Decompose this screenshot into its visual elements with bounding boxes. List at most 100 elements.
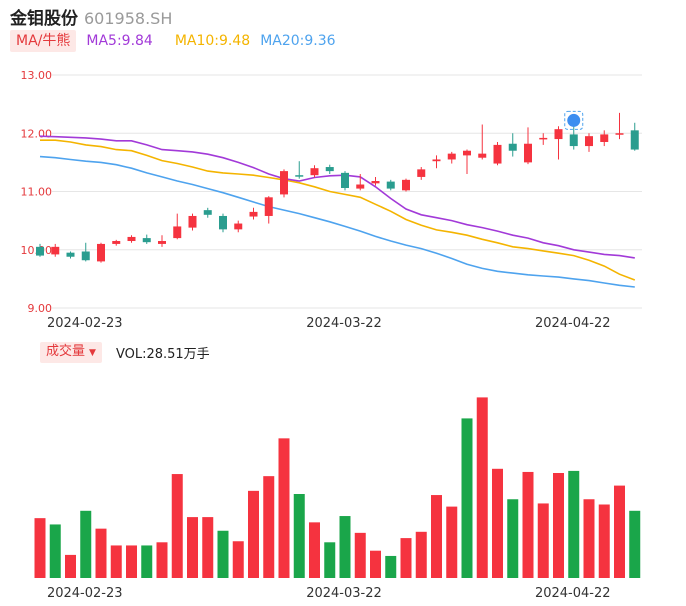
volume-bar xyxy=(446,506,458,578)
volume-bar xyxy=(629,510,641,578)
candle-body xyxy=(630,130,639,150)
candle xyxy=(478,124,487,160)
y-tick-label: 13.00 xyxy=(21,69,53,82)
volume-bar xyxy=(598,504,610,578)
marker-icon xyxy=(567,113,581,127)
volume-bar xyxy=(95,528,107,578)
candle xyxy=(112,239,121,246)
volume-bar xyxy=(156,542,168,578)
candle xyxy=(615,112,624,140)
volume-bar xyxy=(49,524,61,578)
candle-body xyxy=(325,167,334,172)
candles xyxy=(36,112,639,263)
caret-down-icon: ▼ xyxy=(89,347,96,358)
volume-selector[interactable]: 成交量 ▼ xyxy=(40,341,102,363)
candle-body xyxy=(264,197,273,216)
volume-bar xyxy=(293,494,305,578)
candle xyxy=(417,167,426,180)
volume-bar xyxy=(400,538,412,578)
candle-body xyxy=(249,211,258,217)
candle-body xyxy=(508,143,517,151)
volume-bar xyxy=(461,418,473,578)
y-tick-label: 12.00 xyxy=(21,127,53,140)
volume-bar xyxy=(141,545,153,578)
candle xyxy=(158,235,166,247)
volume-bars xyxy=(34,397,641,578)
volume-bar xyxy=(171,474,183,578)
candle-body xyxy=(432,159,441,162)
candle-body xyxy=(371,181,380,184)
candle xyxy=(219,213,227,233)
volume-bar xyxy=(278,438,290,578)
candle-body xyxy=(417,169,426,177)
candle xyxy=(524,127,532,165)
volume-bar xyxy=(217,530,229,578)
candle xyxy=(432,155,441,169)
candle xyxy=(325,164,334,175)
candle-body xyxy=(524,143,532,163)
candle xyxy=(447,151,456,164)
candle-body xyxy=(158,241,166,244)
candle xyxy=(539,133,548,145)
x-tick-label: 2024-04-22 xyxy=(535,316,611,331)
candle xyxy=(295,161,304,179)
candle xyxy=(127,235,136,243)
candle-body xyxy=(554,129,563,140)
candle xyxy=(81,242,90,262)
volume-bar xyxy=(354,532,366,578)
candle-body xyxy=(142,238,151,243)
volume-bar xyxy=(339,516,351,578)
candle-body xyxy=(585,136,593,147)
ma5-line xyxy=(39,135,635,259)
candle-body xyxy=(463,150,471,156)
candle xyxy=(463,149,471,175)
y-tick-label: 9.00 xyxy=(28,302,53,315)
volume-bar xyxy=(202,517,214,578)
volume-bar xyxy=(309,522,320,578)
indicator-selector[interactable]: MA/牛熊 xyxy=(10,30,77,52)
candle xyxy=(371,176,380,186)
candle xyxy=(66,251,75,259)
ma10-line xyxy=(40,139,636,281)
candle-body xyxy=(112,241,121,244)
candle xyxy=(51,243,60,257)
x-tick-label: 2024-03-22 xyxy=(306,586,382,601)
volume-legend: 成交量 ▼ VOL:28.51万手 xyxy=(40,341,210,363)
candle-body xyxy=(66,252,75,257)
volume-bar xyxy=(415,531,427,578)
stock-code: 601958.SH xyxy=(84,9,173,28)
volume-bar xyxy=(248,490,259,578)
stock-title: 金钼股份 601958.SH xyxy=(10,4,172,29)
volume-bar xyxy=(476,397,488,578)
candle xyxy=(341,171,349,191)
volume-bar xyxy=(522,471,534,578)
candle-body xyxy=(36,246,44,256)
candle-body xyxy=(569,134,578,147)
ma20-label: MA20:9.36 xyxy=(260,33,336,49)
candle-body xyxy=(402,179,410,191)
candle xyxy=(280,169,288,198)
y-tick-label: 11.00 xyxy=(21,186,53,199)
candle-body xyxy=(447,153,456,160)
candle xyxy=(386,179,395,191)
ma5-label: MA5:9.84 xyxy=(86,33,153,49)
stock-name: 金钼股份 xyxy=(10,9,78,29)
candle-body xyxy=(341,172,349,189)
candle xyxy=(188,213,197,231)
marker-frame xyxy=(564,110,584,130)
volume-bar xyxy=(65,554,76,578)
volume-bar xyxy=(537,503,549,578)
candle-body xyxy=(234,223,243,230)
price-x-ticks: 2024-02-23 2024-03-22 2024-04-22 xyxy=(47,316,611,331)
x-tick-label: 2024-03-22 xyxy=(306,316,382,331)
candle xyxy=(234,220,243,233)
volume-x-ticks: 2024-02-23 2024-03-22 2024-04-22 xyxy=(47,586,611,601)
candle xyxy=(264,196,273,224)
volume-bar xyxy=(80,510,92,578)
candle xyxy=(508,133,517,157)
x-tick-label: 2024-02-23 xyxy=(47,586,123,601)
volume-selector-label: 成交量 xyxy=(46,343,86,359)
x-tick-label: 2024-04-22 xyxy=(535,586,611,601)
candle xyxy=(142,234,151,244)
